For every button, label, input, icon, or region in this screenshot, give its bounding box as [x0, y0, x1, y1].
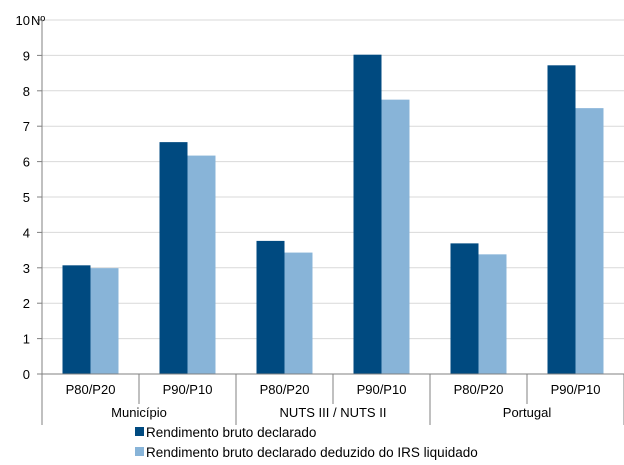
x-tick-label: P90/P10	[551, 382, 601, 397]
y-tick-label: 10	[16, 13, 30, 28]
bar-deduzido-4	[478, 254, 507, 374]
y-tick-label: 9	[23, 48, 30, 63]
y-tick-label: 5	[23, 190, 30, 205]
bar-deduzido-2	[284, 252, 313, 374]
y-tick-label: 0	[23, 367, 30, 382]
y-axis: 0 1 2 3 4 5 6 7 8 9 10 Nº	[16, 13, 46, 382]
bar-bruto-0	[62, 265, 91, 374]
group-label: Município	[111, 405, 167, 420]
legend: Rendimento bruto declarado Rendimento bru…	[135, 425, 478, 460]
bar-deduzido-3	[381, 99, 410, 375]
bar-bruto-4	[450, 243, 479, 374]
legend-swatch	[135, 427, 144, 436]
bar-bruto-5	[547, 65, 576, 374]
legend-entry: Rendimento bruto declarado	[146, 425, 316, 440]
y-tick-label: 2	[23, 296, 30, 311]
group-label: Portugal	[503, 405, 552, 420]
y-tick-label: 7	[23, 119, 30, 134]
x-axis: P80/P20 P90/P10 P80/P20 P90/P10 P80/P20 P90/P…	[41, 373, 624, 425]
bar-bruto-1	[159, 142, 188, 374]
bars	[62, 54, 604, 375]
bar-bruto-2	[256, 240, 285, 374]
bar-deduzido-5	[575, 108, 604, 375]
x-tick-label: P80/P20	[66, 382, 116, 397]
x-tick-label: P80/P20	[260, 382, 310, 397]
x-tick-label: P80/P20	[454, 382, 504, 397]
y-tick-label: 4	[23, 225, 30, 240]
gridlines	[42, 19, 624, 340]
bar-bruto-3	[353, 54, 382, 374]
legend-swatch	[135, 447, 144, 456]
y-tick-label: 1	[23, 332, 30, 347]
x-tick-label: P90/P10	[357, 382, 407, 397]
y-axis-label: Nº	[31, 13, 45, 28]
y-tick-label: 6	[23, 155, 30, 170]
y-tick-label: 3	[23, 261, 30, 276]
bar-deduzido-0	[90, 268, 119, 374]
bar-deduzido-1	[187, 155, 216, 374]
y-tick-label: 8	[23, 84, 30, 99]
x-tick-label: P90/P10	[163, 382, 213, 397]
legend-entry: Rendimento bruto declarado deduzido do I…	[146, 445, 478, 460]
group-label: NUTS III / NUTS II	[280, 405, 387, 420]
